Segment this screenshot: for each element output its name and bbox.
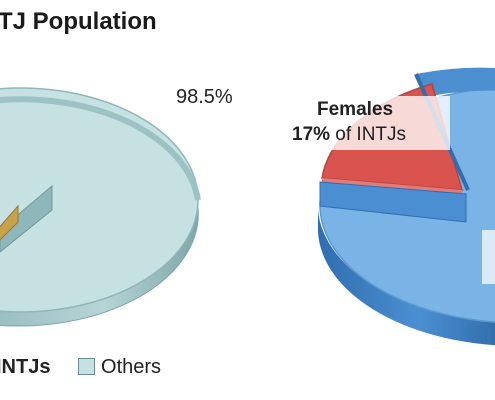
left-pie	[0, 87, 201, 327]
females-percent: 17%	[292, 124, 331, 145]
others-swatch-icon	[78, 358, 96, 375]
males-slice-side	[318, 210, 495, 346]
chart-title: TJ Population	[0, 8, 157, 35]
females-callout: Females 17% of INTJs	[274, 96, 450, 150]
legend: INTJs Others	[0, 356, 161, 379]
others-slice-top	[0, 87, 199, 313]
females-suffix: of INTJs	[330, 124, 407, 145]
intjs-slice-top	[0, 204, 19, 241]
right-pie	[318, 67, 495, 346]
legend-entry-others: Others	[101, 356, 162, 378]
others-inner-rim	[0, 96, 201, 201]
females-callout-label: Females	[317, 99, 394, 120]
others-value-label: 98.5%	[176, 86, 233, 108]
slice-divider	[319, 181, 467, 223]
males-callout-edge	[482, 230, 495, 284]
intjs-slice-edge	[0, 184, 53, 253]
legend-entry-intjs: INTJs	[0, 356, 51, 378]
males-back-rim	[416, 67, 495, 96]
females-callout-value: 17% of INTJs	[292, 124, 406, 146]
